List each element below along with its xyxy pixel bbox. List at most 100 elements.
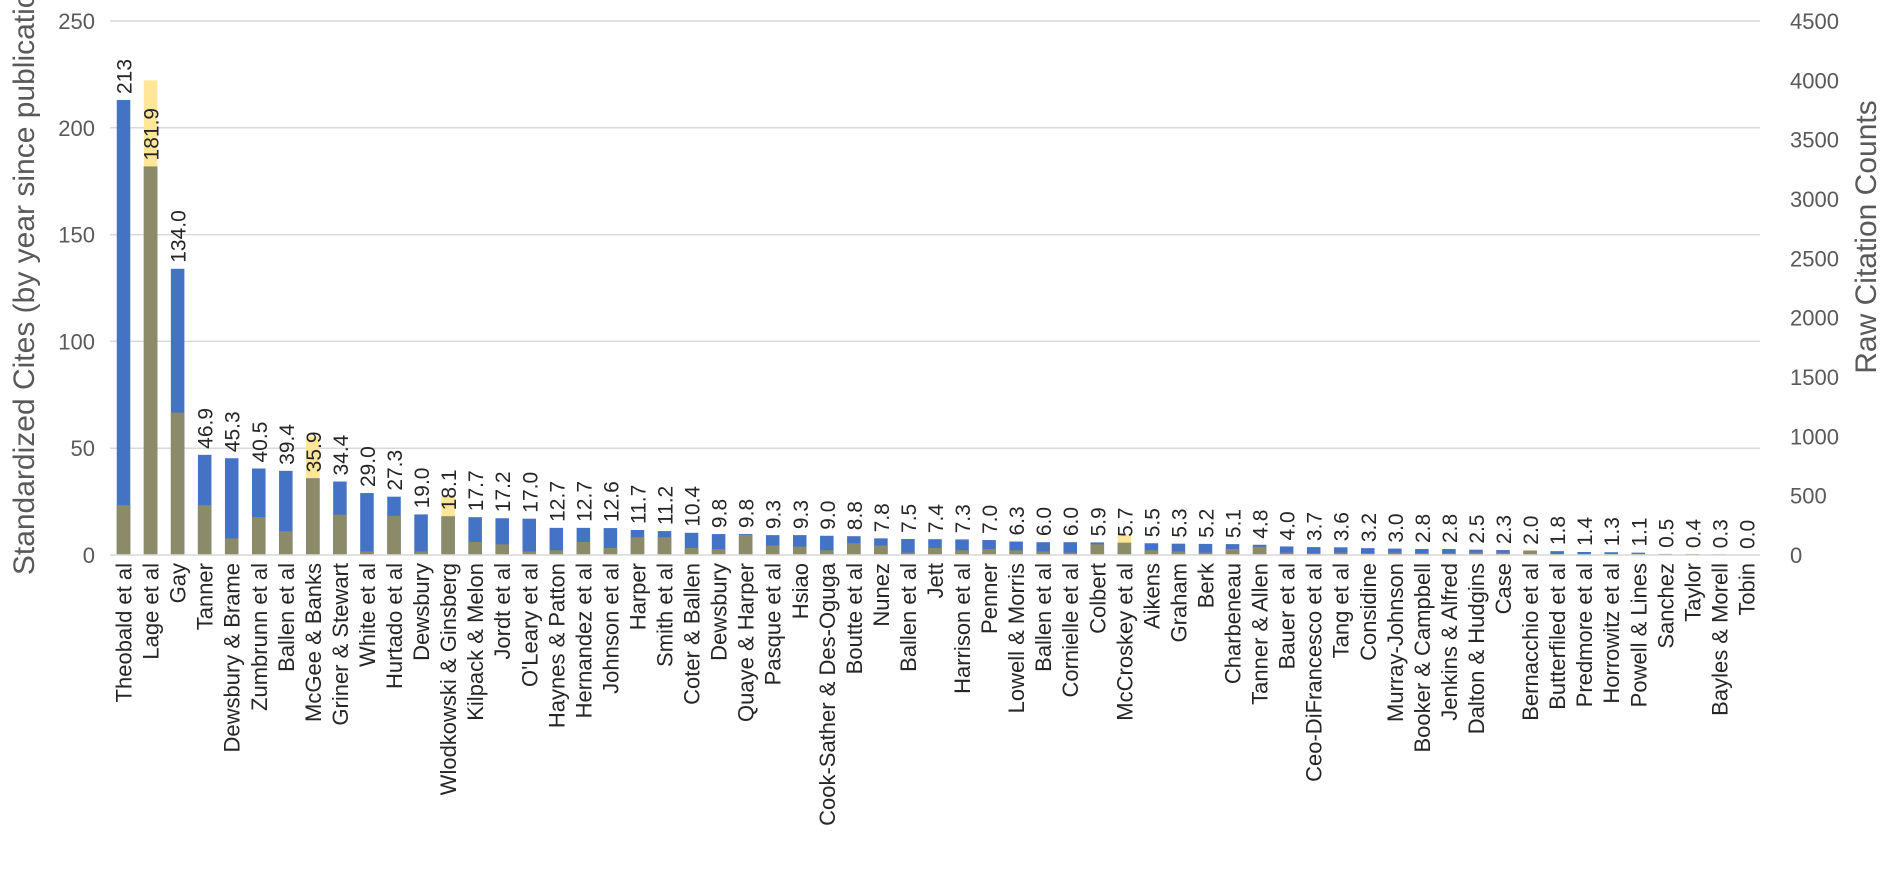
standardized-cites-bar: [1333, 547, 1348, 555]
standardized-cites-bar: [1577, 552, 1591, 555]
y2-tick-label: 1000: [1790, 424, 1839, 449]
data-label: 213: [114, 59, 137, 94]
data-label: 5.5: [1141, 508, 1164, 537]
overlap-bar: [1388, 552, 1402, 555]
overlap-bar: [684, 547, 699, 555]
overlap-bar: [928, 547, 942, 555]
category-label: Lage et al: [139, 563, 164, 660]
data-label: 3.6: [1331, 512, 1354, 541]
data-label: 11.2: [655, 486, 678, 525]
overlap-bar: [1496, 552, 1510, 555]
data-label: 34.4: [330, 434, 353, 475]
overlap-bar: [1198, 552, 1213, 555]
standardized-cites-bar: [1198, 543, 1213, 555]
data-label: 3.7: [1304, 512, 1327, 541]
data-label: 9.8: [709, 499, 732, 528]
data-label: 6.0: [1033, 507, 1056, 536]
data-label: 0.5: [1655, 519, 1678, 548]
data-label: 181.9: [141, 108, 164, 161]
category-label: Cornielle et al: [1058, 563, 1083, 698]
overlap-bar: [820, 550, 834, 555]
category-label: Ballen et al: [896, 563, 921, 672]
overlap-bar: [1171, 551, 1186, 555]
data-label: 2.8: [1412, 514, 1435, 543]
data-label: 1.3: [1601, 517, 1624, 546]
y2-tick-label: 1500: [1790, 365, 1839, 390]
data-label: 17.2: [492, 471, 515, 512]
standardized-cites-bar: [224, 458, 239, 555]
data-label: 2.3: [1493, 515, 1516, 544]
data-label: 11.7: [627, 485, 650, 524]
data-label: 5.9: [1087, 507, 1110, 536]
category-label: Bayles & Morell: [1707, 563, 1732, 716]
overlap-bar: [847, 543, 861, 555]
standardized-cites-bar: [1279, 546, 1294, 555]
overlap-bar: [468, 541, 482, 555]
overlap-bar: [1009, 550, 1023, 555]
category-label: Theobald et al: [112, 563, 137, 702]
overlap-bar: [170, 412, 185, 555]
category-label: Bernacchio et al: [1518, 563, 1543, 721]
standardized-cites-bar: [901, 538, 915, 555]
overlap-bar: [657, 537, 672, 555]
category-label: Predmore et al: [1572, 563, 1597, 707]
category-label: Kilpack & Melon: [463, 563, 488, 721]
standardized-cites-bar: [549, 527, 564, 555]
data-label: 10.4: [682, 486, 705, 527]
overlap-bar: [360, 551, 374, 555]
category-label: Jenkins & Alfred: [1437, 563, 1462, 721]
category-label: Bauer et al: [1275, 563, 1300, 669]
y-tick-label: 150: [58, 223, 95, 248]
category-label: Coter & Ballen: [680, 563, 705, 705]
overlap-bar: [224, 538, 239, 555]
standardized-cites-bar: [116, 100, 131, 556]
data-label: 7.4: [925, 504, 948, 534]
overlap-bar: [1306, 553, 1321, 555]
standardized-cites-bar: [1388, 548, 1402, 555]
y2-axis-title: Raw Citation Counts: [1850, 100, 1883, 373]
data-label: 40.5: [249, 422, 272, 463]
data-label: 5.2: [1195, 509, 1218, 538]
gridlines: [110, 20, 1760, 449]
data-label: 9.3: [763, 500, 786, 529]
overlap-bar: [387, 515, 401, 555]
y2-tick-label: 4500: [1790, 9, 1839, 34]
data-label: 7.8: [871, 503, 894, 532]
data-label: 39.4: [276, 424, 299, 465]
standardized-cites-bar: [1469, 549, 1483, 555]
data-label: 0.3: [1709, 519, 1732, 548]
overlap-bar: [116, 505, 131, 555]
category-label: McCroskey et al: [1112, 563, 1137, 721]
category-label: Aikens: [1139, 563, 1164, 629]
overlap-bar: [982, 549, 996, 555]
overlap-bar: [711, 549, 726, 555]
y2-tick-label: 4000: [1790, 68, 1839, 93]
category-label: Wlodkowski & Ginsberg: [436, 563, 461, 795]
category-label: Tobin: [1734, 563, 1759, 616]
overlap-bar: [955, 550, 969, 555]
category-label: Dewsbury: [707, 563, 732, 661]
overlap-bar: [414, 551, 428, 555]
category-label: Dalton & Hudgins: [1464, 563, 1489, 734]
category-label: McGee & Banks: [301, 563, 326, 722]
y-tick-label: 200: [58, 116, 95, 141]
standardized-cites-bar: [414, 514, 428, 555]
standardized-cites-bar: [1171, 543, 1186, 555]
overlap-bar: [738, 534, 753, 555]
data-label: 6.0: [1060, 507, 1083, 536]
category-label: Griner & Stewart: [328, 563, 353, 726]
data-label: 134.0: [168, 210, 191, 263]
data-label: 2.8: [1439, 514, 1462, 543]
category-label: Penner: [977, 563, 1002, 634]
data-label: 4.8: [1250, 510, 1273, 539]
data-label: 5.3: [1168, 508, 1191, 537]
data-label: 35.9: [303, 431, 326, 472]
overlap-bar: [765, 545, 780, 555]
overlap-bar: [1036, 551, 1050, 555]
overlap-bar: [143, 166, 158, 555]
category-label: O'Leary et al: [517, 563, 542, 687]
overlap-bar: [1063, 552, 1078, 555]
category-label: Boutte et al: [842, 563, 867, 674]
data-label: 12.7: [546, 481, 569, 522]
